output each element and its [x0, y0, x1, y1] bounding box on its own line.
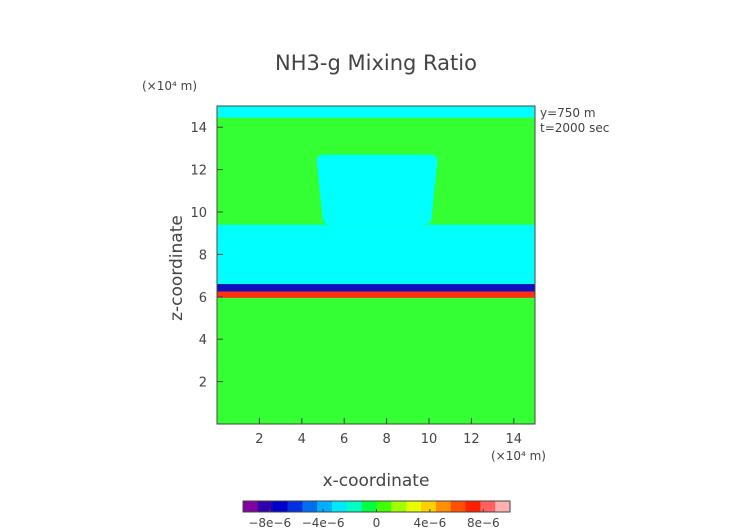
y-axis-label: z-coordinate: [167, 215, 187, 321]
colorbar-swatch: [480, 501, 496, 512]
colorbar-swatch: [450, 501, 466, 512]
colorbar-tick-label: −4e−6: [302, 516, 345, 530]
x-tick-label: 2: [255, 432, 263, 447]
region-upper-blob: [316, 154, 438, 225]
colorbar-tick-label: 4e−6: [414, 516, 447, 530]
y-tick-label: 6: [199, 291, 207, 306]
colorbar-swatch: [302, 501, 318, 512]
region-middle-band: [217, 224, 535, 285]
x-unit-label: (×10⁴ m): [491, 449, 546, 463]
x-tick-label: 8: [382, 432, 390, 447]
colorbar-swatch: [406, 501, 422, 512]
colorbar-tick-label: 0: [373, 516, 381, 530]
annotation-y: y=750 m: [540, 106, 596, 120]
colorbar-swatch: [287, 501, 303, 512]
colorbar-swatch: [332, 501, 348, 512]
colorbar-swatch: [391, 501, 407, 512]
colorbar-tick-label: −8e−6: [248, 516, 291, 530]
region-top-band: [217, 106, 535, 118]
x-axis-ticks: 2 4 6 8 10 12 14: [255, 418, 522, 447]
x-tick-label: 4: [298, 432, 306, 447]
colorbar-swatch: [317, 501, 333, 512]
region-negative-strip: [217, 284, 535, 292]
x-tick-label: 10: [421, 432, 438, 447]
chart-title: NH3-g Mixing Ratio: [275, 51, 477, 75]
colorbar: −8e−6 −4e−6 0 4e−6 8e−6: [242, 500, 511, 530]
y-tick-label: 8: [199, 248, 207, 263]
y-tick-label: 12: [190, 164, 207, 179]
colorbar-swatch: [361, 501, 377, 512]
colorbar-tick-label: 8e−6: [467, 516, 500, 530]
x-tick-label: 6: [340, 432, 348, 447]
colorbar-swatch: [243, 501, 259, 512]
colorbar-swatch: [257, 501, 274, 512]
colorbar-swatch: [421, 501, 437, 512]
y-tick-label: 10: [190, 206, 207, 221]
y-unit-label: (×10⁴ m): [142, 79, 197, 93]
region-positive-strip: [217, 291, 535, 298]
plot-area: [216, 105, 536, 425]
colorbar-swatch: [465, 501, 481, 512]
x-axis-label: x-coordinate: [323, 471, 430, 491]
x-tick-label: 14: [506, 432, 523, 447]
plot-frame: [216, 105, 536, 425]
colorbar-swatch: [376, 501, 392, 512]
colorbar-swatch: [495, 501, 511, 512]
colorbar-swatch: [346, 501, 363, 512]
y-tick-label: 4: [199, 333, 207, 348]
y-tick-label: 2: [199, 376, 207, 391]
y-tick-label: 14: [190, 121, 207, 136]
colorbar-swatch: [272, 501, 288, 512]
annotation-t: t=2000 sec: [540, 121, 609, 135]
y-axis-ticks: 2 4 6 8 10 12 14: [190, 121, 223, 391]
x-tick-label: 12: [463, 432, 480, 447]
colorbar-swatch: [435, 501, 452, 512]
